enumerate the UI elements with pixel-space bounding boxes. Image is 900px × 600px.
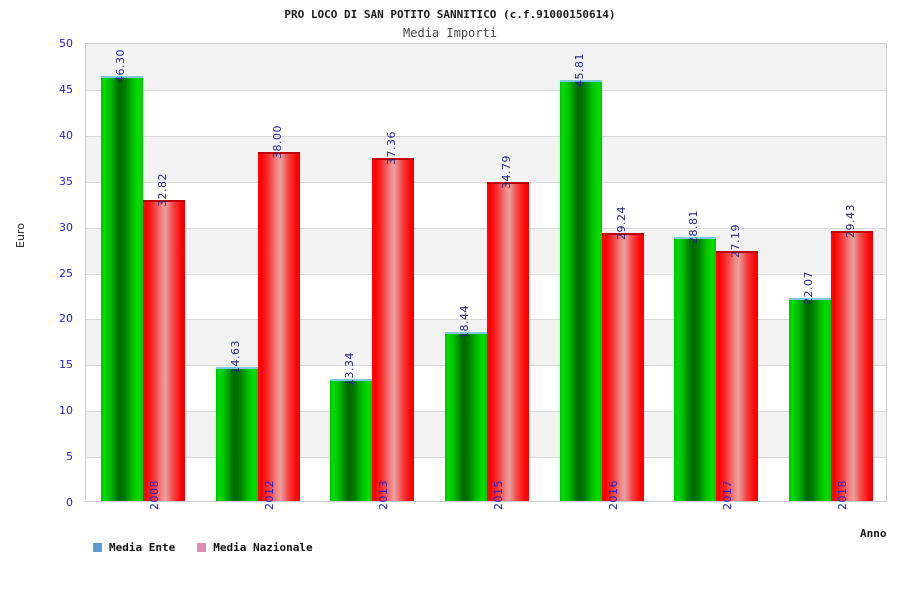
bar-value-label: 18.44	[458, 304, 471, 339]
bar[interactable]	[143, 199, 186, 501]
legend-swatch-icon	[93, 543, 102, 552]
y-axis-tick-label: 40	[59, 128, 73, 142]
legend-swatch-icon	[197, 543, 207, 552]
bar-value-label: 32.82	[156, 172, 170, 207]
y-axis-tick-label: 25	[59, 266, 73, 280]
y-axis-tick-label: 10	[59, 404, 73, 418]
bar-value-label: 37.36	[385, 131, 399, 166]
y-axis-tick-label: 5	[66, 450, 73, 464]
chart-legend: Media Ente Media Nazionale	[93, 541, 313, 554]
gridline	[86, 181, 886, 183]
x-axis-title: Anno	[860, 527, 887, 540]
bar[interactable]	[487, 181, 529, 501]
bar[interactable]	[330, 378, 373, 501]
bar-value-label: 34.79	[500, 154, 513, 189]
bar[interactable]	[257, 152, 300, 501]
bar-value-label: 22.07	[801, 271, 815, 306]
legend-label: Media Nazionale	[213, 541, 313, 554]
x-axis-tick-label: 2018	[835, 480, 849, 510]
bar[interactable]	[601, 232, 644, 501]
bar-value-label: 38.00	[270, 125, 284, 160]
y-axis-tick-label: 35	[59, 174, 73, 188]
legend-item[interactable]: Media Ente	[93, 541, 175, 554]
y-axis-tick-label: 15	[59, 358, 73, 372]
x-axis-tick-label: 2008	[148, 480, 162, 510]
bar[interactable]	[101, 75, 144, 501]
x-axis-tick-label: 2012	[262, 480, 276, 510]
gridline	[86, 89, 886, 91]
background-band	[86, 135, 886, 182]
bar[interactable]	[674, 236, 717, 501]
bar[interactable]	[716, 251, 759, 501]
gridline	[86, 319, 886, 321]
x-axis-tick-label: 2013	[377, 480, 391, 510]
bar-value-label: 13.34	[343, 351, 357, 386]
bar[interactable]	[445, 331, 487, 501]
y-axis-tick-label: 30	[59, 220, 73, 234]
plot-area	[85, 43, 887, 502]
bar[interactable]	[559, 80, 602, 501]
x-axis-tick-label: 2016	[606, 480, 620, 510]
legend-label: Media Ente	[109, 541, 176, 554]
y-axis-tick-label: 50	[59, 37, 73, 50]
bar[interactable]	[788, 298, 831, 501]
background-band	[86, 227, 886, 274]
background-band	[86, 44, 886, 90]
chart-title: PRO LOCO DI SAN POTITO SANNITICO (c.f.91…	[284, 8, 616, 21]
bar-value-label: 45.81	[572, 53, 586, 88]
bar[interactable]	[372, 158, 415, 501]
y-axis-tick-label: 0	[66, 496, 73, 509]
y-axis-tick-label: 45	[59, 82, 73, 96]
legend-item[interactable]: Media Nazionale	[197, 541, 313, 554]
bar[interactable]	[830, 230, 873, 501]
x-axis-tick-label: 2015	[492, 480, 505, 510]
bar-value-label: 46.30	[114, 48, 128, 83]
bar[interactable]	[215, 366, 258, 501]
bar-value-label: 29.24	[614, 205, 628, 240]
gridline	[86, 273, 886, 275]
bar-value-label: 29.43	[843, 203, 857, 238]
gridline	[86, 135, 886, 137]
bar-value-label: 27.19	[729, 224, 743, 259]
bar-value-label: 14.63	[228, 339, 242, 374]
gridline	[86, 227, 886, 229]
x-axis-tick-label: 2017	[721, 480, 735, 510]
bar-value-label: 28.81	[687, 209, 701, 244]
y-axis-tick-label: 20	[59, 312, 73, 326]
chart-subtitle: Media Importi	[403, 26, 497, 40]
